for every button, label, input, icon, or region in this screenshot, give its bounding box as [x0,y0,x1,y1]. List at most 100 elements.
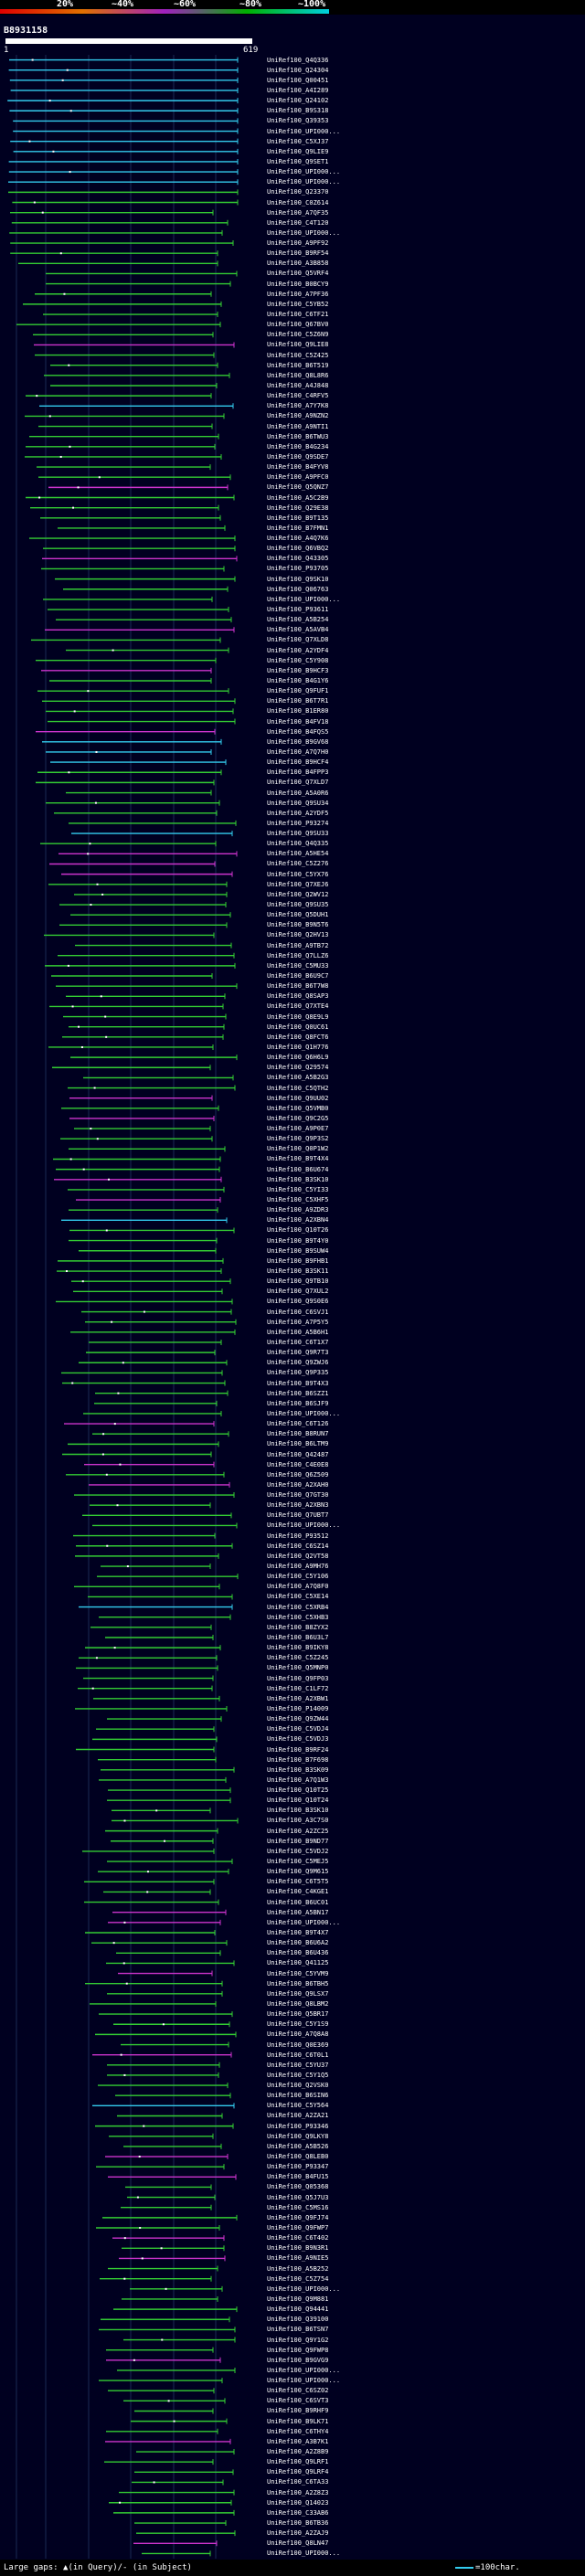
hit-row[interactable] [63,1013,227,1020]
hit-row[interactable] [103,1889,211,1895]
hit-row[interactable] [49,861,216,867]
hit-label[interactable]: UniRef100_Q8LEB0 [267,2153,329,2161]
hit-label[interactable]: UniRef100_Q67BV0 [267,321,329,329]
hit-label[interactable]: UniRef100_B8RUN7 [267,1430,329,1438]
hit-row[interactable] [99,2011,233,2018]
hit-row[interactable] [91,1940,228,1946]
hit-row[interactable] [26,393,212,399]
hit-row[interactable] [56,1299,233,1305]
hit-row[interactable] [55,576,236,582]
hit-row[interactable] [134,2469,234,2475]
hit-label[interactable]: UniRef100_A9PF92 [267,239,329,248]
hit-row[interactable] [107,1859,233,1865]
hit-row[interactable] [109,2133,214,2139]
hit-label[interactable]: UniRef100_Q39353 [267,117,329,125]
hit-label[interactable]: UniRef100_Q94441 [267,2306,329,2314]
hit-row[interactable] [85,1980,223,1987]
hit-label[interactable]: UniRef100_B4G234 [267,442,329,451]
hit-row[interactable] [123,2337,236,2343]
hit-row[interactable] [127,2194,216,2200]
hit-row[interactable] [83,1675,214,1681]
hit-label[interactable]: UniRef100_C5Y106 [267,1573,329,1581]
hit-label[interactable]: UniRef100_Q41125 [267,1959,329,1967]
hit-row[interactable] [29,433,219,440]
hit-row[interactable] [119,2255,226,2262]
hit-label[interactable]: UniRef100_C33AB6 [267,2508,329,2517]
hit-row[interactable] [81,1309,232,1315]
hit-row[interactable] [26,494,235,501]
hit-row[interactable] [66,1471,225,1478]
hit-row[interactable] [101,2316,230,2323]
hit-label[interactable]: UniRef100_A2Z8Z3 [267,2488,329,2496]
hit-row[interactable] [89,1339,222,1345]
hit-row[interactable] [54,810,218,816]
hit-label[interactable]: UniRef100_C6THY4 [267,2427,329,2435]
hit-label[interactable]: UniRef100_B6T7R1 [267,697,329,705]
hit-row[interactable] [69,1207,218,1214]
hit-label[interactable]: UniRef100_A5C2B9 [267,493,329,502]
hit-label[interactable]: UniRef100_A5BN17 [267,1908,329,1916]
hit-row[interactable] [62,1451,212,1458]
hit-row[interactable] [36,779,215,786]
hit-row[interactable] [82,1848,215,1854]
hit-row[interactable] [69,820,237,826]
hit-label[interactable]: UniRef100_A5B254 [267,616,329,624]
hit-row[interactable] [75,1553,219,1559]
hit-row[interactable] [74,1126,211,1132]
hit-label[interactable]: UniRef100_A7PF36 [267,290,329,298]
hit-row[interactable] [12,199,239,206]
hit-label[interactable]: UniRef100_UPI000... [267,2549,341,2558]
hit-label[interactable]: UniRef100_Q5MNP0 [267,1664,329,1672]
hit-label[interactable]: UniRef100_A2YDF5 [267,809,329,817]
hit-row[interactable] [107,2072,219,2078]
hit-label[interactable]: UniRef100_A7Q8A8 [267,2030,329,2039]
hit-row[interactable] [89,1481,230,1488]
hit-label[interactable]: UniRef100_B6SIN6 [267,2092,329,2100]
hit-label[interactable]: UniRef100_Q1H776 [267,1043,329,1051]
hit-label[interactable]: UniRef100_A5A0R6 [267,789,329,797]
hit-label[interactable]: UniRef100_Q9LIE9 [267,147,329,155]
hit-row[interactable] [92,1522,238,1529]
hit-label[interactable]: UniRef100_A7Q8F0 [267,1583,329,1591]
hit-label[interactable]: UniRef100_Q0UC61 [267,1023,329,1031]
hit-row[interactable] [105,1634,214,1640]
hit-label[interactable]: UniRef100_C5MU33 [267,961,329,970]
hit-row[interactable] [113,2021,230,2028]
hit-row[interactable] [99,2378,223,2384]
hit-label[interactable]: UniRef100_B9T4X7 [267,1929,329,1936]
hit-label[interactable]: UniRef100_C5Z754 [267,2274,329,2283]
hit-label[interactable]: UniRef100_B9RF24 [267,1745,329,1754]
hit-row[interactable] [93,1695,220,1701]
hit-label[interactable]: UniRef100_Q5VMB0 [267,1104,329,1112]
hit-label[interactable]: UniRef100_Q9S0E6 [267,1298,329,1306]
hit-row[interactable] [107,1716,222,1723]
hit-label[interactable]: UniRef100_C5XRB4 [267,1603,329,1611]
hit-row[interactable] [117,2113,223,2119]
hit-label[interactable]: UniRef100_C5XHF5 [267,1196,329,1204]
hit-row[interactable] [79,1604,233,1610]
hit-label[interactable]: UniRef100_Q10T24 [267,1797,329,1805]
hit-row[interactable] [106,2347,214,2353]
hit-label[interactable]: UniRef100_B9SUW4 [267,1246,329,1255]
hit-label[interactable]: UniRef100_P93705 [267,565,329,573]
hit-label[interactable]: UniRef100_B3SK10 [267,1807,329,1815]
hit-row[interactable] [101,1766,235,1773]
hit-row[interactable] [74,1492,235,1499]
hit-row[interactable] [62,1380,226,1386]
hit-label[interactable]: UniRef100_Q4Q336 [267,56,329,64]
hit-row[interactable] [42,738,222,745]
hit-label[interactable]: UniRef100_B6U3L7 [267,1633,329,1641]
hit-label[interactable]: UniRef100_Q05368 [267,2183,329,2191]
hit-label[interactable]: UniRef100_A7QF35 [267,208,329,217]
hit-label[interactable]: UniRef100_B4FYV8 [267,463,329,472]
hit-row[interactable] [66,790,212,796]
hit-label[interactable]: UniRef100_A9PFC0 [267,473,329,482]
hit-row[interactable] [36,728,216,735]
hit-label[interactable]: UniRef100_C5QTH2 [267,1084,329,1092]
hit-row[interactable] [37,769,222,776]
hit-label[interactable]: UniRef100_C5YX76 [267,870,329,878]
hit-label[interactable]: UniRef100_Q6Z509 [267,1470,329,1479]
hit-label[interactable]: UniRef100_Q9SET1 [267,157,329,165]
hit-row[interactable] [70,1055,238,1061]
hit-label[interactable]: UniRef100_Q9P335 [267,1369,329,1377]
